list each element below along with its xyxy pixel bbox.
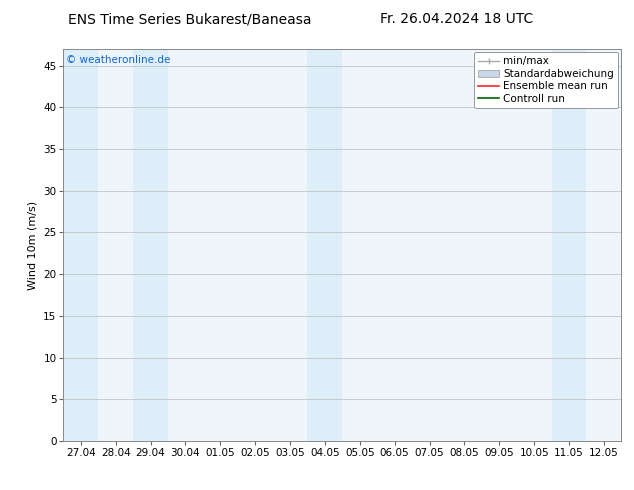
Text: ENS Time Series Bukarest/Baneasa: ENS Time Series Bukarest/Baneasa: [68, 12, 312, 26]
Bar: [133, 49, 168, 441]
Bar: [552, 49, 586, 441]
Legend: min/max, Standardabweichung, Ensemble mean run, Controll run: min/max, Standardabweichung, Ensemble me…: [474, 52, 618, 108]
Y-axis label: Wind 10m (m/s): Wind 10m (m/s): [28, 200, 37, 290]
Text: Fr. 26.04.2024 18 UTC: Fr. 26.04.2024 18 UTC: [380, 12, 533, 26]
Bar: [307, 49, 342, 441]
Text: © weatheronline.de: © weatheronline.de: [66, 55, 171, 65]
Bar: [63, 49, 98, 441]
